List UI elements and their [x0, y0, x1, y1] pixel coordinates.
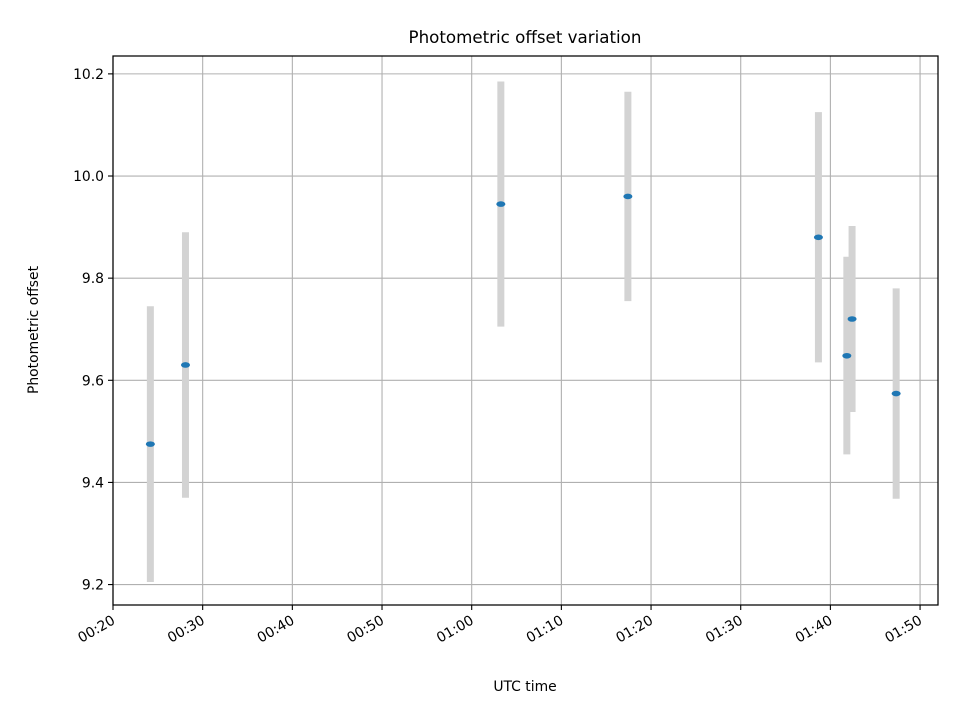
data-points: [145, 193, 901, 447]
chart-title: Photometric offset variation: [409, 27, 642, 47]
grid: [112, 56, 938, 605]
x-tick-label: 00:30: [165, 613, 208, 647]
data-point: [623, 193, 633, 200]
data-point: [813, 234, 823, 241]
x-tick-label: 00:40: [255, 613, 298, 647]
x-tick-label: 01:30: [703, 613, 746, 647]
y-axis: 9.2 9.4 9.6 9.8 10.0 10.2: [73, 67, 113, 594]
y-tick-label: 9.2: [82, 578, 104, 594]
y-tick-label: 9.6: [82, 373, 104, 389]
x-axis-label: UTC time: [493, 679, 556, 695]
data-point: [145, 441, 155, 447]
data-point: [496, 201, 506, 207]
y-tick-label: 9.4: [82, 475, 104, 491]
data-point: [180, 362, 190, 368]
x-tick-label: 00:50: [344, 613, 387, 647]
y-tick-label: 10.2: [73, 67, 104, 83]
plot-frame: [112, 55, 939, 606]
data-point: [891, 390, 901, 397]
x-axis: 00:20 00:30 00:40 00:50 01:00 01:10 01:20 01:30…: [75, 605, 925, 646]
x-tick-label: 01:20: [613, 613, 656, 647]
y-axis-label: Photometric offset: [26, 265, 42, 394]
x-tick-label: 01:10: [524, 613, 567, 647]
x-tick-label: 01:50: [882, 613, 925, 647]
data-point: [847, 316, 857, 322]
error-bars: [146, 81, 900, 583]
data-point: [842, 352, 852, 359]
x-tick-label: 00:20: [75, 613, 118, 647]
x-tick-label: 01:40: [793, 613, 836, 647]
y-tick-label: 9.8: [82, 271, 104, 287]
y-tick-label: 10.0: [73, 169, 104, 185]
x-tick-label: 01:00: [434, 613, 477, 647]
